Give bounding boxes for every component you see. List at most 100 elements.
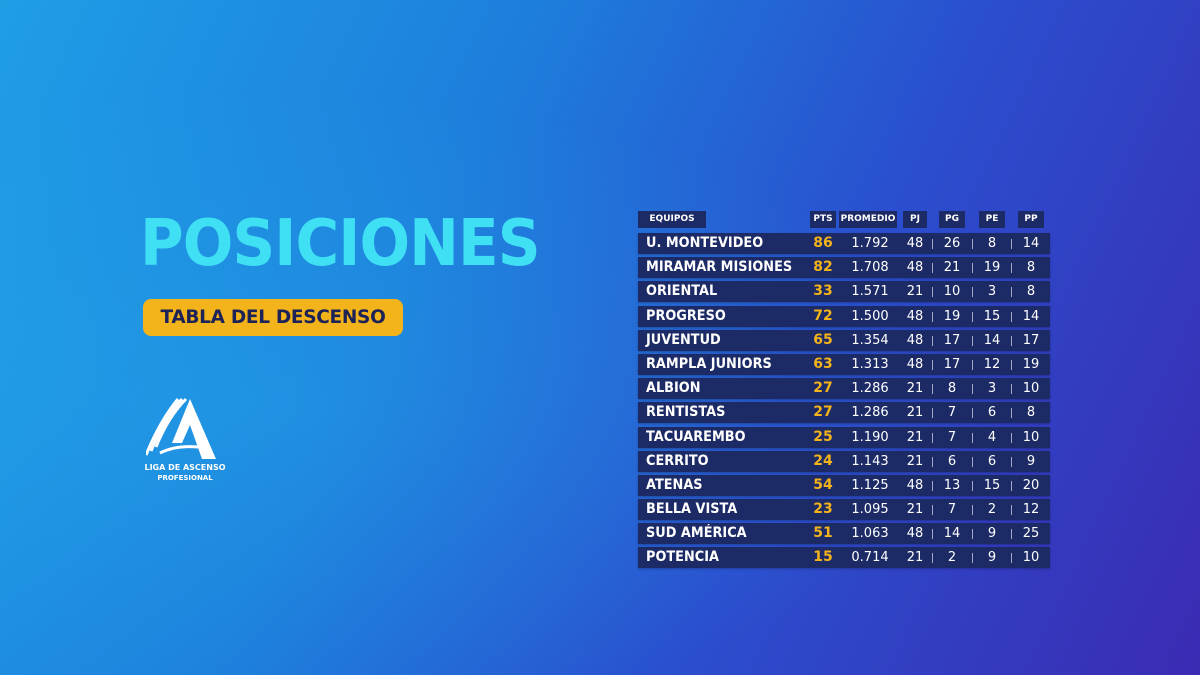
column-divider xyxy=(932,311,933,322)
column-divider xyxy=(972,456,973,467)
team-pp: 8 xyxy=(1026,405,1036,421)
column-divider xyxy=(932,529,933,540)
column-divider xyxy=(972,408,973,419)
column-divider xyxy=(1011,408,1012,419)
column-divider xyxy=(972,239,973,249)
team-pp: 19 xyxy=(1022,356,1040,372)
team-promedio: 1.354 xyxy=(851,332,889,348)
header-promedio: PROMEDIO xyxy=(839,211,897,228)
column-divider xyxy=(1011,239,1012,249)
team-name: TACUAREMBO xyxy=(646,428,746,445)
team-pe: 3 xyxy=(987,284,997,300)
column-divider xyxy=(1011,456,1012,467)
team-pj: 48 xyxy=(906,356,924,372)
column-divider xyxy=(1011,263,1012,274)
team-pg: 14 xyxy=(943,526,961,542)
column-divider xyxy=(932,359,933,370)
team-pg: 17 xyxy=(943,332,961,348)
column-divider xyxy=(932,408,933,419)
header-pe: PE xyxy=(979,211,1005,228)
team-pe: 6 xyxy=(987,453,997,469)
team-pe: 4 xyxy=(987,429,997,445)
column-divider xyxy=(1011,480,1012,491)
team-name: ATENAS xyxy=(646,476,703,493)
team-name: ALBION xyxy=(646,380,701,397)
column-divider xyxy=(972,287,973,298)
table-row: BELLA VISTA 23 1.095 21 7 2 12 xyxy=(638,499,1050,521)
column-divider xyxy=(1011,311,1012,322)
team-pj: 48 xyxy=(906,477,924,493)
team-promedio: 1.313 xyxy=(851,356,889,372)
team-name: JUVENTUD xyxy=(646,331,721,348)
team-pg: 26 xyxy=(943,236,961,251)
column-divider xyxy=(1011,384,1012,395)
column-divider xyxy=(1011,432,1012,443)
team-pg: 7 xyxy=(947,502,957,518)
table-row: POTENCIA 15 0.714 21 2 9 10 xyxy=(638,547,1050,569)
column-divider xyxy=(972,553,973,564)
logo-text-line1: LIGA DE ASCENSO xyxy=(144,463,226,472)
team-pp: 17 xyxy=(1022,332,1040,348)
team-promedio: 1.286 xyxy=(851,381,889,397)
column-divider xyxy=(932,505,933,516)
header-pts: PTS xyxy=(810,211,836,228)
table-row: U. MONTEVIDEO 86 1.792 48 26 8 14 xyxy=(638,233,1050,254)
team-promedio: 0.714 xyxy=(851,550,889,566)
column-divider xyxy=(932,263,933,274)
subtitle-badge: TABLA DEL DESCENSO xyxy=(143,299,403,336)
team-pe: 6 xyxy=(987,405,997,421)
column-divider xyxy=(932,384,933,395)
team-promedio: 1.571 xyxy=(851,284,889,300)
team-pg: 6 xyxy=(947,453,957,469)
team-points: 65 xyxy=(813,331,833,348)
team-pj: 21 xyxy=(906,284,924,300)
team-points: 86 xyxy=(813,235,833,251)
team-pe: 2 xyxy=(987,502,997,518)
team-pj: 48 xyxy=(906,526,924,542)
team-points: 82 xyxy=(813,259,833,276)
team-pg: 10 xyxy=(943,284,961,300)
team-promedio: 1.708 xyxy=(851,260,889,276)
team-pj: 21 xyxy=(906,429,924,445)
team-points: 63 xyxy=(813,355,833,372)
team-pj: 48 xyxy=(906,308,924,324)
team-promedio: 1.286 xyxy=(851,405,889,421)
column-divider xyxy=(972,505,973,516)
team-promedio: 1.143 xyxy=(851,453,889,469)
column-divider xyxy=(972,529,973,540)
team-points: 23 xyxy=(813,501,833,518)
liga-logo: LIGA DE ASCENSO PROFESIONAL xyxy=(140,395,230,495)
team-pj: 21 xyxy=(906,453,924,469)
team-points: 72 xyxy=(813,307,833,324)
header-pp: PP xyxy=(1018,211,1044,228)
column-divider xyxy=(932,335,933,346)
team-points: 51 xyxy=(813,525,833,542)
team-promedio: 1.125 xyxy=(851,477,889,493)
team-points: 24 xyxy=(813,452,833,469)
table-row: CERRITO 24 1.143 21 6 6 9 xyxy=(638,450,1050,472)
team-points: 27 xyxy=(813,380,833,397)
column-divider xyxy=(932,287,933,298)
column-divider xyxy=(932,432,933,443)
standings-table: EQUIPOS PTS PROMEDIO PJ PG PE PP U. MONT… xyxy=(638,211,1050,572)
team-name: BELLA VISTA xyxy=(646,501,738,518)
team-pp: 25 xyxy=(1022,526,1040,542)
column-divider xyxy=(972,432,973,443)
team-pg: 2 xyxy=(947,550,957,566)
table-row: ORIENTAL 33 1.571 21 10 3 8 xyxy=(638,281,1050,303)
team-points: 54 xyxy=(813,476,833,493)
team-pg: 7 xyxy=(947,405,957,421)
table-body: U. MONTEVIDEO 86 1.792 48 26 8 14 MIRAMA… xyxy=(638,233,1050,569)
team-pp: 14 xyxy=(1022,308,1040,324)
team-pg: 8 xyxy=(947,381,957,397)
column-divider xyxy=(972,335,973,346)
team-pe: 19 xyxy=(983,260,1001,276)
table-row: SUD AMÉRICA 51 1.063 48 14 9 25 xyxy=(638,523,1050,545)
team-points: 27 xyxy=(813,404,833,421)
team-pg: 21 xyxy=(943,260,961,276)
column-divider xyxy=(1011,359,1012,370)
column-divider xyxy=(972,384,973,395)
team-pp: 8 xyxy=(1026,284,1036,300)
team-pe: 8 xyxy=(987,236,997,251)
team-pg: 7 xyxy=(947,429,957,445)
